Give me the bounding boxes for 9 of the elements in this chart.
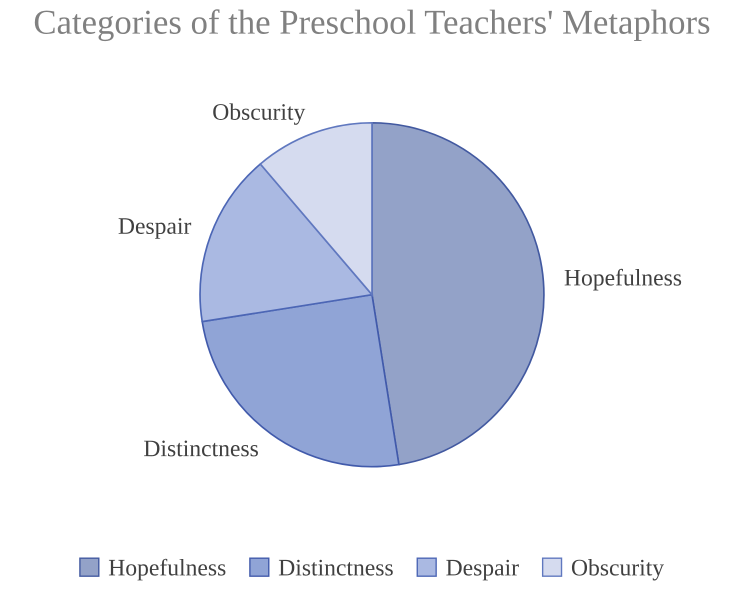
slice-label: Distinctness (144, 440, 258, 456)
slice-label: Despair (118, 218, 192, 239)
slice-label: Obscurity (213, 103, 306, 125)
slice-label: Hopefulness (564, 268, 682, 290)
legend-label: Despair (446, 560, 519, 580)
chart-title: Categories of the Preschool Teachers' Metaphors (34, 9, 710, 42)
legend-label: Distinctness (278, 560, 393, 576)
legend-label: Hopefulness (108, 558, 226, 580)
legend-label: Obscurity (572, 558, 664, 580)
